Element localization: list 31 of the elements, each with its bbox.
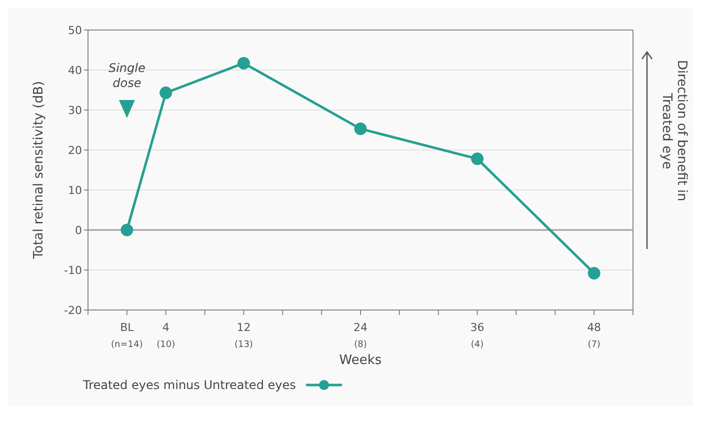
annotation: Single dose: [108, 61, 146, 90]
x-tick-label: 4: [162, 321, 170, 334]
y-tick-label: -10: [64, 264, 82, 277]
point: [471, 152, 484, 166]
x-tick-label: BL: [120, 321, 135, 334]
y-tick-label: 40: [68, 64, 82, 77]
legend-label: Treated eyes minus Untreated eyes: [83, 378, 296, 392]
y-tick-label: 0: [75, 224, 82, 237]
y-tick-label: -20: [64, 304, 82, 317]
y-tick-label: 30: [68, 104, 82, 117]
text: (7): [588, 340, 600, 350]
y-tick-label: 10: [68, 184, 82, 197]
text: (8): [354, 340, 367, 350]
text: (13): [234, 340, 253, 350]
x-tick-label: 36: [470, 321, 484, 334]
point: [588, 266, 600, 280]
text: Direction of benefit in Treated eye: [659, 60, 689, 202]
y-tick-label: 20: [68, 144, 82, 157]
point: [237, 56, 250, 70]
text: (n=14): [111, 340, 143, 350]
text: (4): [470, 340, 484, 350]
x-tick-label: 12: [236, 321, 251, 334]
y-axis-title: Total retinal sensitivity (dB): [32, 81, 47, 260]
point: [354, 122, 367, 136]
point: [160, 86, 172, 100]
x-tick-label: 24: [354, 321, 368, 334]
x-axis-title: Weeks: [339, 353, 382, 368]
x-tick-label: 48: [587, 321, 602, 334]
point: [120, 224, 134, 236]
y-tick-label: 50: [68, 24, 82, 37]
text: (10): [156, 340, 176, 350]
